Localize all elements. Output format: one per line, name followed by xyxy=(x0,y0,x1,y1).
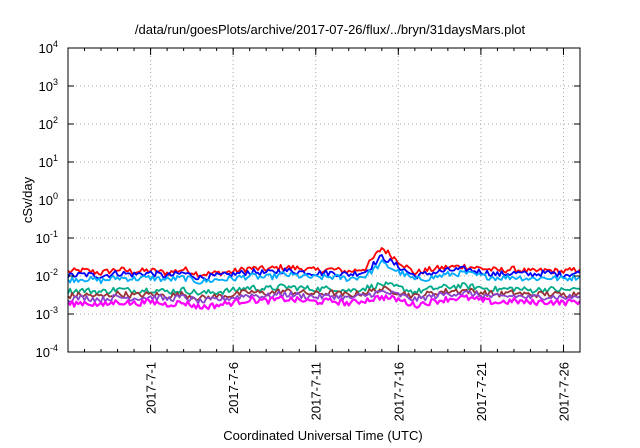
y-tick-label: 10-2 xyxy=(36,267,58,284)
x-tick-label: 2017-7-26 xyxy=(556,362,571,421)
x-tick-label: 2017-7-1 xyxy=(144,362,159,414)
y-tick-label: 102 xyxy=(39,115,58,132)
series-line-1 xyxy=(67,247,581,278)
series-layer xyxy=(67,247,581,311)
series-line-4 xyxy=(67,281,581,296)
series-line-7 xyxy=(67,294,581,311)
chart-title: /data/run/goesPlots/archive/2017-07-26/f… xyxy=(135,22,526,37)
x-tick-label: 2017-7-11 xyxy=(309,362,324,420)
y-tick-label: 10-1 xyxy=(36,229,58,246)
series-line-3 xyxy=(67,259,581,285)
series-line-2 xyxy=(67,254,581,282)
y-tick-label: 10-4 xyxy=(36,343,58,360)
x-tick-label: 2017-7-16 xyxy=(391,362,406,421)
axes: 10-4 10-3 10-2 10-1 100 101 102 103 104 2017-7-1 2… xyxy=(36,39,581,421)
y-tick-label: 10-3 xyxy=(36,305,58,322)
y-tick-label: 103 xyxy=(39,77,58,94)
y-axis-label: cSv/day xyxy=(20,176,35,223)
x-tick-label: 2017-7-6 xyxy=(226,362,241,414)
grid-lines xyxy=(68,47,580,353)
series-line-6 xyxy=(67,289,581,305)
x-axis-label: Coordinated Universal Time (UTC) xyxy=(223,428,422,443)
y-tick-label: 104 xyxy=(39,39,58,56)
y-tick-label: 101 xyxy=(39,153,58,170)
y-tick-label: 100 xyxy=(39,191,58,208)
x-tick-label: 2017-7-21 xyxy=(474,362,489,421)
